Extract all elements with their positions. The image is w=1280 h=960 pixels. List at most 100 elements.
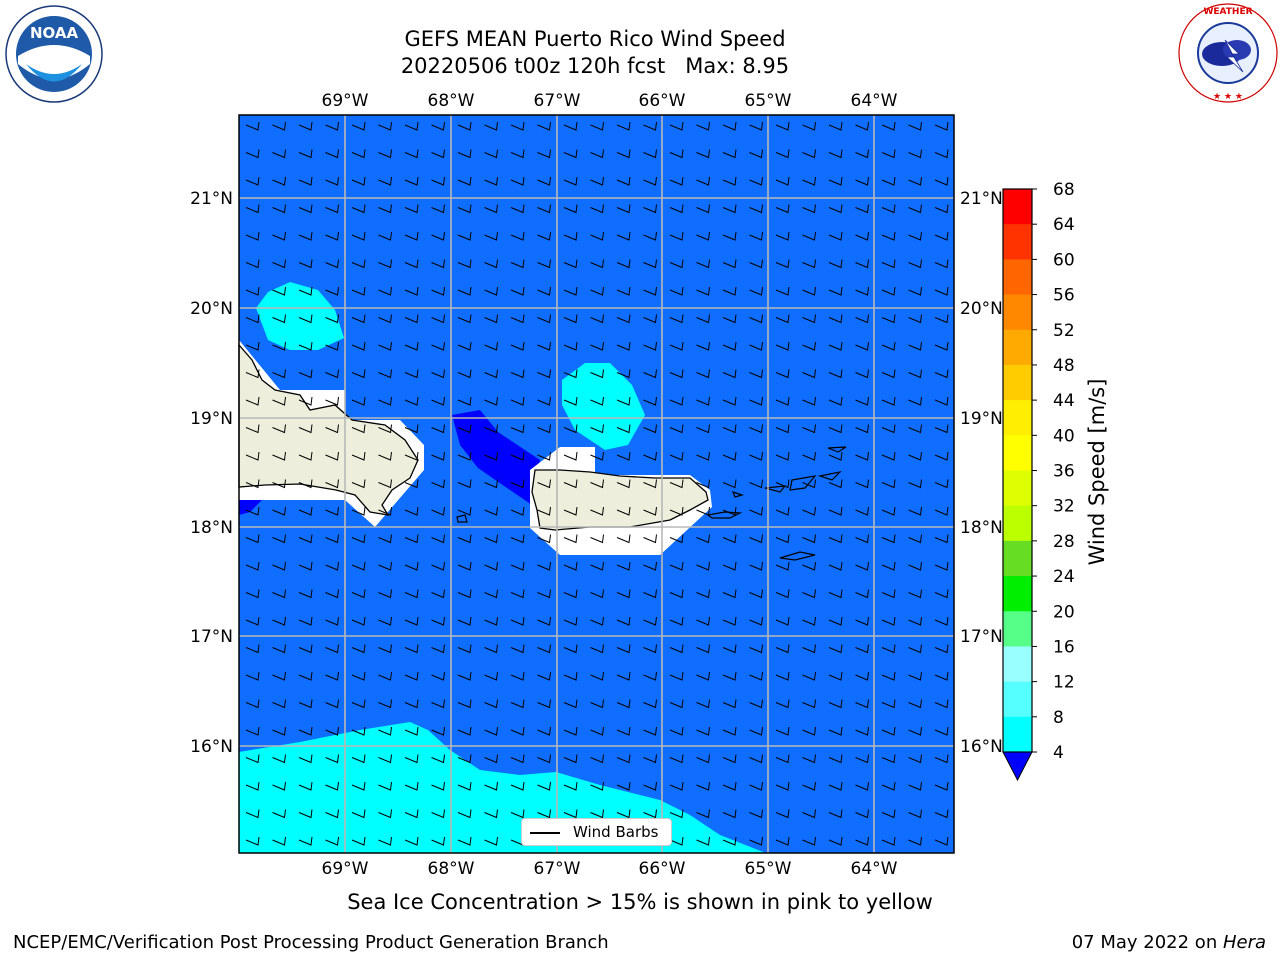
wind-barb: [802, 754, 816, 764]
wind-barb: [775, 396, 790, 406]
wind-barb: [934, 699, 949, 709]
wind-barb: [378, 809, 392, 819]
wind-barb: [775, 561, 790, 571]
wind-barb: [643, 589, 657, 599]
wind-barb: [749, 259, 763, 269]
wind-barb: [351, 671, 366, 681]
wind-barb: [510, 396, 525, 406]
wind-barb: [669, 726, 684, 736]
wind-barb: [669, 534, 684, 544]
wind-barb: [245, 149, 260, 159]
wind-barb: [828, 424, 843, 434]
wind-barb: [802, 671, 816, 681]
wind-barb: [828, 231, 843, 241]
wind-barb: [696, 259, 710, 269]
wind-barb: [643, 726, 657, 736]
wind-barb: [828, 726, 843, 736]
wind-barb: [855, 286, 869, 296]
wind-barb: [722, 561, 737, 571]
wind-barb: [351, 286, 366, 296]
wind-barb: [325, 506, 339, 516]
lat-tick-left: 17°N: [190, 627, 233, 647]
wind-barb: [590, 699, 604, 709]
wind-barb: [616, 341, 631, 351]
wind-barb: [669, 176, 684, 186]
wind-barb: [457, 616, 472, 626]
wind-barb: [696, 314, 710, 324]
wind-barb: [378, 589, 392, 599]
wind-barb: [404, 561, 419, 571]
wind-barb: [298, 121, 313, 131]
wind-barb: [590, 259, 604, 269]
wind-barb: [802, 204, 816, 214]
wind-barb: [351, 699, 366, 709]
wind-barb: [351, 176, 366, 186]
wind-barb: [855, 451, 869, 461]
wind-barb: [828, 121, 843, 131]
wind-barb: [563, 781, 578, 791]
wind-barb: [484, 231, 498, 241]
wind-barb: [616, 616, 631, 626]
wind-barb: [298, 781, 313, 791]
wind-barb: [828, 589, 843, 599]
wind-barb: [696, 149, 710, 159]
colorbar-tick-label: 8: [1053, 708, 1064, 728]
wind-barb: [272, 479, 286, 489]
wind-barb: [669, 204, 684, 214]
wind-barb: [404, 809, 419, 819]
wind-barb: [855, 506, 869, 516]
wind-barb: [855, 149, 869, 159]
wind-barb: [696, 506, 710, 516]
wind-barb: [431, 396, 445, 406]
wind-barb: [722, 809, 737, 819]
wind-barb: [537, 424, 551, 434]
wind-barb: [272, 149, 286, 159]
wind-barb: [855, 644, 869, 654]
wind-barb: [802, 616, 816, 626]
wind-barb: [696, 836, 710, 846]
wind-barb: [537, 699, 551, 709]
wind-barb: [325, 589, 339, 599]
wind-barb: [643, 149, 657, 159]
wind-barb: [563, 314, 578, 324]
land-mona: [456, 514, 468, 523]
wind-barb: [616, 506, 631, 516]
wind-barb: [351, 341, 366, 351]
wind-barb: [378, 149, 392, 159]
wind-barb: [484, 836, 498, 846]
wind-barb: [908, 699, 922, 709]
wind-barb: [245, 479, 260, 489]
wind-barb: [537, 534, 551, 544]
wind-barb: [590, 286, 604, 296]
wind-barb: [457, 176, 472, 186]
wind-barb: [749, 286, 763, 296]
wind-barb: [272, 396, 286, 406]
wind-barb: [749, 534, 763, 544]
lon-tick-top: 66°W: [639, 91, 686, 111]
wind-barb: [722, 699, 737, 709]
wind-barb: [749, 341, 763, 351]
wind-barb: [510, 369, 525, 379]
wind-barb: [802, 396, 816, 406]
lon-tick-top: 68°W: [428, 91, 475, 111]
wind-barb: [802, 369, 816, 379]
wind-barb: [272, 589, 286, 599]
wind-barb: [325, 671, 339, 681]
wind-barb: [431, 781, 445, 791]
wind-barb: [828, 699, 843, 709]
wind-barb: [590, 479, 604, 489]
lon-tick-top: 64°W: [851, 91, 898, 111]
wind-barb: [616, 479, 631, 489]
wind-barb: [934, 259, 949, 269]
wind-barb: [563, 231, 578, 241]
wind-barb: [722, 369, 737, 379]
colorbar-band: [1003, 470, 1032, 507]
wind-barb: [802, 561, 816, 571]
wind-barb: [828, 671, 843, 681]
wind-barb: [378, 451, 392, 461]
contour-darkblue-west: [239, 500, 262, 515]
wind-barb: [775, 149, 790, 159]
wind-barb: [669, 589, 684, 599]
lat-tick-left: 20°N: [190, 299, 233, 319]
wind-barb: [616, 671, 631, 681]
